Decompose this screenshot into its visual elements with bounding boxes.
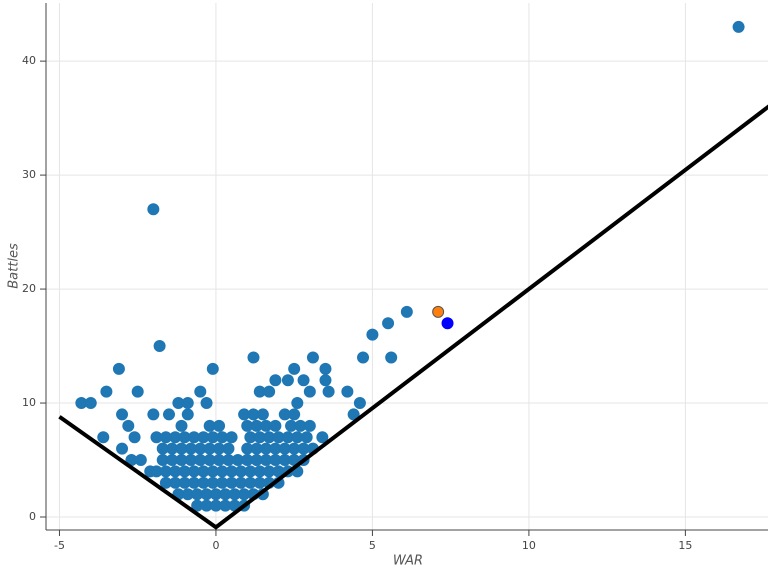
- point: [441, 317, 454, 330]
- point: [206, 362, 219, 375]
- y-tick-label: 10: [22, 396, 36, 409]
- x-tick-label: 5: [369, 539, 376, 552]
- point: [288, 408, 301, 421]
- point: [153, 340, 166, 353]
- point: [269, 419, 282, 432]
- point: [247, 351, 260, 364]
- point: [303, 385, 316, 398]
- point: [385, 351, 398, 364]
- point: [194, 385, 207, 398]
- point: [116, 442, 129, 455]
- point: [222, 442, 235, 455]
- y-tick-label: 0: [29, 510, 36, 523]
- point: [134, 454, 147, 467]
- point: [297, 374, 310, 387]
- point: [341, 385, 354, 398]
- x-tick-label: 15: [678, 539, 692, 552]
- point: [122, 419, 135, 432]
- y-tick-label: 20: [22, 282, 36, 295]
- point: [400, 305, 413, 318]
- point: [291, 397, 304, 410]
- point: [256, 408, 269, 421]
- point: [306, 351, 319, 364]
- point: [84, 397, 97, 410]
- point: [128, 431, 141, 444]
- y-tick-label: 40: [22, 54, 36, 67]
- y-tick-label: 30: [22, 168, 36, 181]
- x-tick-label: 10: [522, 539, 536, 552]
- point: [175, 419, 188, 432]
- point: [366, 328, 379, 341]
- point: [303, 419, 316, 432]
- point: [353, 397, 366, 410]
- point: [288, 362, 301, 375]
- point: [322, 385, 335, 398]
- point: [263, 385, 276, 398]
- line: [58, 104, 768, 530]
- x-tick-label: -5: [54, 539, 65, 552]
- point: [112, 362, 125, 375]
- plot-area: [58, 20, 768, 530]
- y-axis-label: Battles: [7, 243, 22, 289]
- point: [225, 431, 238, 444]
- point: [300, 431, 313, 444]
- point: [213, 419, 226, 432]
- point: [162, 408, 175, 421]
- point: [382, 317, 395, 330]
- x-tick-label: 0: [212, 539, 219, 552]
- point: [131, 385, 144, 398]
- x-axis-label: WAR: [393, 554, 423, 569]
- point: [147, 408, 160, 421]
- point: [200, 397, 213, 410]
- point: [319, 374, 332, 387]
- point: [147, 203, 160, 216]
- point: [432, 305, 445, 318]
- point: [316, 431, 329, 444]
- point: [357, 351, 370, 364]
- point: [269, 374, 282, 387]
- point: [281, 374, 294, 387]
- point: [100, 385, 113, 398]
- point: [97, 431, 110, 444]
- point: [732, 20, 745, 33]
- point: [181, 397, 194, 410]
- point: [319, 362, 332, 375]
- point: [116, 408, 129, 421]
- point: [181, 408, 194, 421]
